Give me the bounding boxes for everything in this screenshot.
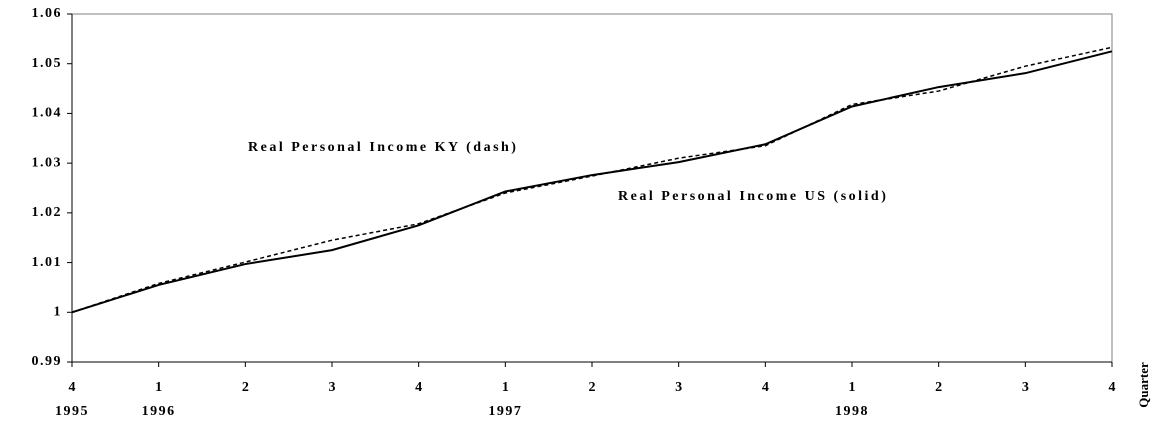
y-tick-label: 0.99: [32, 354, 63, 369]
year-label: 1995: [55, 404, 89, 419]
x-tick-label: 3: [1022, 380, 1029, 395]
y-tick-label: 1: [54, 305, 63, 320]
x-tick-label: 3: [675, 380, 682, 395]
x-tick-label: 2: [589, 380, 596, 395]
series-annotation: Real Personal Income KY (dash): [248, 140, 518, 155]
x-tick-label: 1: [155, 380, 162, 395]
y-tick-label: 1.03: [32, 155, 63, 170]
x-tick-label: 4: [1109, 380, 1116, 395]
y-tick-label: 1.04: [32, 106, 63, 121]
y-tick-label: 1.02: [32, 205, 63, 220]
x-tick-label: 2: [935, 380, 942, 395]
y-tick-label: 1.06: [32, 6, 63, 21]
x-tick-label: 4: [415, 380, 422, 395]
x-axis-label: Quarter: [1136, 362, 1151, 408]
series-line: [71, 46, 1113, 313]
series-annotation: Real Personal Income US (solid): [618, 189, 888, 204]
x-tick-label: 4: [69, 380, 76, 395]
x-tick-label: 2: [242, 380, 249, 395]
y-tick-label: 1.05: [32, 56, 63, 71]
series-line: [71, 50, 1113, 314]
x-tick-label: 3: [329, 380, 336, 395]
x-tick-label: 1: [502, 380, 509, 395]
year-label: 1998: [835, 404, 869, 419]
year-label: 1996: [142, 404, 176, 419]
y-tick-label: 1.01: [32, 255, 63, 270]
year-label: 1997: [488, 404, 522, 419]
x-tick-label: 1: [849, 380, 856, 395]
x-tick-label: 4: [762, 380, 769, 395]
plot-frame: [71, 13, 1113, 363]
